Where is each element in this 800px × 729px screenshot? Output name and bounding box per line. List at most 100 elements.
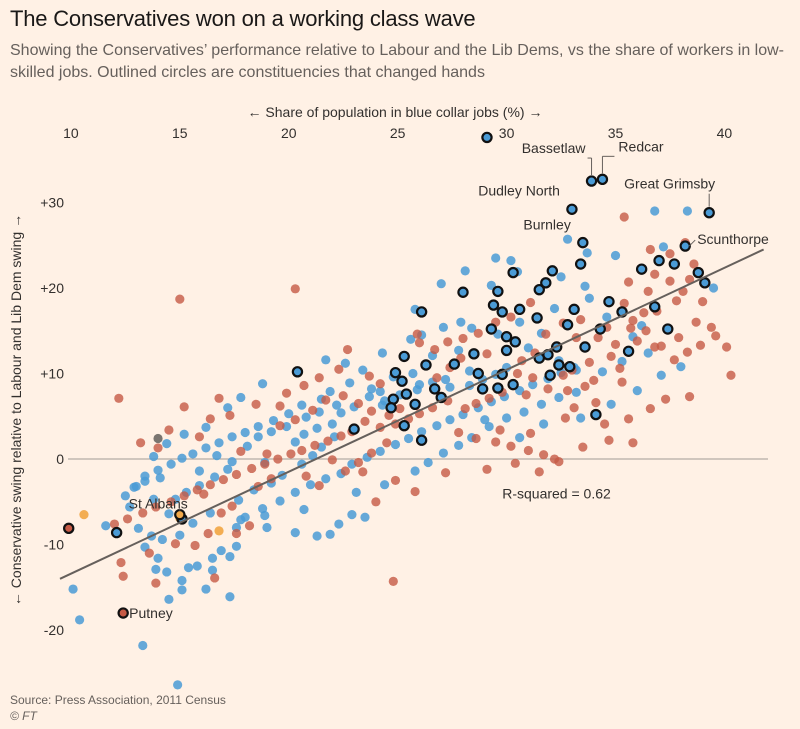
point-other-held — [225, 592, 235, 602]
point-labour-held — [244, 521, 255, 531]
point-labour-held — [321, 395, 331, 405]
point-changed-hands — [485, 323, 498, 335]
point-changed-hands — [110, 526, 123, 539]
point-labour-held — [643, 286, 653, 296]
point-changed-hands — [622, 345, 635, 357]
point-other-held — [375, 446, 385, 456]
annotation-label: Putney — [129, 605, 173, 621]
point-labour-held — [247, 463, 257, 474]
point-other-held — [410, 466, 420, 476]
point-other-held — [515, 317, 525, 327]
point-labour-held — [584, 357, 594, 367]
point-labour-held — [262, 449, 272, 459]
point-other-held — [284, 409, 294, 419]
point-labour-held — [199, 489, 209, 499]
point-labour-held — [281, 388, 292, 398]
point-other-held — [491, 253, 501, 263]
point-other-held — [445, 415, 455, 425]
point-labour-held — [308, 405, 318, 415]
point-other-held — [308, 451, 318, 461]
point-changed-hands — [396, 375, 408, 387]
point-labour-held — [109, 519, 120, 529]
source-note: Source: Press Association, 2011 Census ©… — [10, 692, 226, 724]
x-axis: ← Share of population in blue collar job… — [63, 104, 732, 141]
point-labour-held — [495, 425, 505, 435]
point-labour-held — [665, 276, 675, 286]
point-other-held — [260, 510, 270, 521]
point-labour-held — [484, 393, 494, 403]
point-changed-hands — [531, 312, 543, 324]
chart-title: The Conservatives won on a working class… — [10, 6, 476, 31]
point-other-held — [305, 480, 316, 490]
point-changed-hands — [579, 341, 591, 353]
point-labour-held — [205, 480, 215, 490]
point-labour-held — [227, 501, 237, 511]
point-other-held — [403, 433, 414, 444]
annotation-leader — [688, 239, 696, 247]
point-labour-held — [684, 274, 695, 285]
point-labour-held — [275, 421, 285, 431]
point-other — [153, 433, 163, 444]
point-labour-held — [523, 445, 533, 456]
point-changed-hands — [546, 265, 559, 277]
trend-line — [59, 248, 765, 580]
annotation-label: Burnley — [523, 217, 570, 233]
point-other-held — [584, 293, 594, 303]
point-labour-held — [628, 438, 638, 448]
point-other-held — [327, 419, 337, 429]
point-changed-hands — [400, 388, 413, 400]
point-other-held — [464, 366, 475, 376]
point-other-held — [554, 392, 564, 403]
point-other-held — [223, 464, 233, 474]
point-labour-held — [432, 373, 442, 383]
point-labour-held — [218, 474, 228, 485]
point-labour-held — [360, 416, 370, 427]
point-other-held — [580, 281, 590, 291]
point-labour-held — [366, 448, 377, 458]
point-changed-hands — [507, 266, 519, 279]
point-labour-held — [539, 450, 549, 460]
point-labour-held — [297, 445, 307, 456]
point-other-held — [290, 437, 300, 447]
point-other-held — [266, 427, 276, 437]
point-labour-held — [491, 437, 501, 447]
point-other-held — [177, 575, 187, 586]
point-changed-hands — [472, 367, 484, 380]
scatter-chart: ← Share of population in blue collar job… — [8, 104, 769, 690]
point-labour-held — [122, 514, 133, 524]
point-changed-hands — [481, 131, 493, 144]
point-labour-held — [593, 332, 603, 343]
point-other-held — [275, 496, 285, 506]
point-labour-held — [617, 377, 627, 387]
point-other-held — [364, 392, 374, 402]
point-other-held — [173, 680, 183, 690]
point-labour-held — [473, 328, 483, 338]
point-changed-hands — [385, 402, 397, 414]
point-other-held — [201, 443, 211, 453]
point-other-held — [576, 413, 586, 423]
point-other-held — [188, 449, 198, 459]
point-other-held — [120, 491, 130, 501]
point-labour-held — [366, 406, 377, 416]
point-changed-hands — [415, 434, 428, 446]
point-labour-held — [650, 269, 660, 279]
point-changed-hands — [564, 360, 576, 373]
point-other-held — [438, 448, 449, 458]
annotation-label: Dudley North — [478, 182, 560, 198]
point-other-held — [194, 466, 205, 476]
point-labour-held — [722, 342, 732, 352]
point-other-held — [460, 266, 470, 276]
point-labour-held — [628, 315, 638, 326]
x-tick-label: 35 — [608, 125, 624, 141]
point-labour-held — [623, 414, 634, 424]
point-labour-held — [179, 402, 189, 412]
point-other-held — [312, 423, 322, 433]
point-other-held — [549, 303, 560, 314]
point-other-held — [445, 382, 455, 392]
point-changed-hands — [476, 383, 489, 395]
chart-subtitle: Showing the Conservatives’ performance r… — [10, 42, 785, 81]
point-labour-held — [591, 397, 601, 408]
point-other-held — [125, 502, 135, 512]
point-other-held — [325, 386, 335, 397]
point-labour-held — [342, 344, 353, 355]
